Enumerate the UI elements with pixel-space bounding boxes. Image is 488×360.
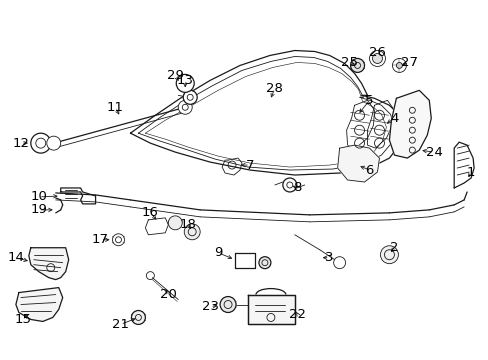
Text: 1: 1 <box>466 166 474 179</box>
Text: 5: 5 <box>365 94 373 107</box>
Text: 27: 27 <box>400 56 417 69</box>
Text: 4: 4 <box>389 112 398 125</box>
Text: 10: 10 <box>30 190 47 203</box>
Text: 21: 21 <box>112 318 129 331</box>
Text: 19: 19 <box>30 203 47 216</box>
Circle shape <box>396 62 402 68</box>
Text: 7: 7 <box>245 158 254 172</box>
Text: 2: 2 <box>389 241 398 254</box>
Circle shape <box>380 246 398 264</box>
Polygon shape <box>247 294 294 324</box>
Text: 26: 26 <box>368 46 385 59</box>
Circle shape <box>112 234 124 246</box>
Circle shape <box>178 100 192 114</box>
Polygon shape <box>337 145 379 182</box>
Circle shape <box>184 224 200 240</box>
Text: 13: 13 <box>176 74 193 87</box>
Circle shape <box>220 297 236 312</box>
Circle shape <box>350 58 364 72</box>
Polygon shape <box>388 90 430 158</box>
Circle shape <box>168 216 182 230</box>
Circle shape <box>183 90 197 104</box>
Circle shape <box>176 75 194 92</box>
Text: 24: 24 <box>425 145 442 159</box>
Text: 20: 20 <box>160 288 176 301</box>
Text: 15: 15 <box>14 313 31 326</box>
Text: 18: 18 <box>180 218 196 231</box>
Text: 12: 12 <box>12 137 29 150</box>
Circle shape <box>131 310 145 324</box>
Text: 23: 23 <box>201 300 218 313</box>
Text: 9: 9 <box>213 246 222 259</box>
Polygon shape <box>29 248 68 280</box>
Text: 28: 28 <box>266 82 283 95</box>
Text: 25: 25 <box>341 56 357 69</box>
Text: 22: 22 <box>289 308 305 321</box>
Text: 6: 6 <box>365 163 373 176</box>
Circle shape <box>47 136 61 150</box>
Polygon shape <box>130 50 404 175</box>
Polygon shape <box>16 288 62 321</box>
Circle shape <box>372 54 382 63</box>
Text: 3: 3 <box>325 251 333 264</box>
Circle shape <box>31 133 51 153</box>
Text: 11: 11 <box>107 101 124 114</box>
Text: 16: 16 <box>142 206 159 219</box>
Text: 29: 29 <box>166 69 183 82</box>
Text: 8: 8 <box>293 181 302 194</box>
Text: 14: 14 <box>7 251 24 264</box>
Text: 17: 17 <box>92 233 109 246</box>
Circle shape <box>259 257 270 269</box>
